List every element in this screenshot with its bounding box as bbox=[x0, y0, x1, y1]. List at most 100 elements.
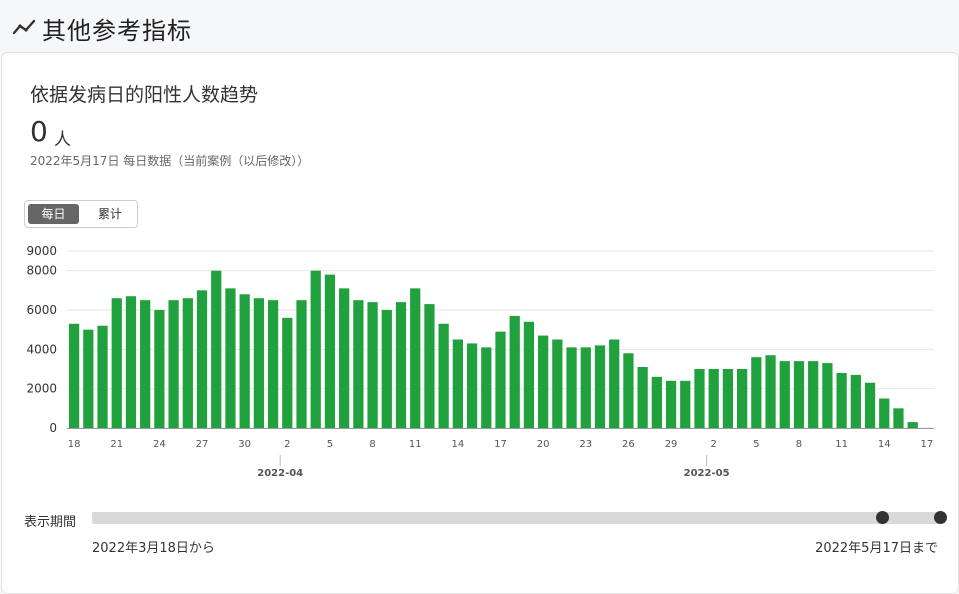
bar bbox=[367, 302, 378, 428]
x-tick-label: 24 bbox=[153, 439, 166, 450]
value-unit: 人 bbox=[54, 130, 71, 150]
x-tick-label: 8 bbox=[369, 439, 375, 450]
period-start-handle[interactable] bbox=[876, 511, 889, 524]
month-label: 2022-05 bbox=[684, 468, 730, 479]
bar bbox=[793, 361, 805, 428]
x-tick-label: 11 bbox=[409, 439, 422, 450]
bar bbox=[566, 347, 577, 428]
bar bbox=[253, 298, 264, 428]
y-tick-label: 6000 bbox=[26, 303, 57, 317]
bar bbox=[893, 408, 904, 428]
month-label: 2022-04 bbox=[257, 468, 303, 479]
x-tick-label: 27 bbox=[196, 439, 209, 450]
bar bbox=[765, 355, 776, 428]
bar bbox=[808, 361, 819, 428]
period-slider-track[interactable] bbox=[92, 512, 940, 524]
x-tick-label: 2 bbox=[284, 439, 290, 450]
bar bbox=[211, 270, 222, 428]
current-value: 0 bbox=[30, 115, 48, 148]
bar bbox=[196, 290, 208, 428]
cumulative-button[interactable]: 累计 bbox=[97, 207, 122, 221]
period-to: 2022年5月17日まで bbox=[815, 541, 938, 556]
bar bbox=[509, 315, 520, 428]
bar bbox=[907, 422, 918, 428]
bar bbox=[111, 298, 122, 428]
bar bbox=[310, 270, 321, 428]
bar bbox=[282, 317, 293, 428]
bar bbox=[722, 369, 734, 428]
bar bbox=[452, 339, 463, 428]
x-tick-label: 14 bbox=[451, 439, 464, 450]
card-title: 依据发病日的阳性人数趋势 bbox=[30, 84, 259, 106]
y-tick-label: 4000 bbox=[26, 342, 57, 356]
bar bbox=[438, 323, 449, 428]
y-tick-label: 2000 bbox=[26, 382, 57, 396]
x-tick-label: 30 bbox=[238, 439, 251, 450]
y-tick-label: 9000 bbox=[26, 244, 57, 258]
x-tick-label: 5 bbox=[753, 439, 759, 450]
bar bbox=[296, 300, 307, 428]
daily-cumulative-toggle: 每日 累计 bbox=[24, 200, 138, 228]
bar bbox=[68, 323, 80, 428]
bar bbox=[737, 369, 748, 428]
x-tick-label: 17 bbox=[921, 439, 934, 450]
x-tick-label: 23 bbox=[579, 439, 592, 450]
bar bbox=[481, 347, 492, 428]
data-note: 2022年5月17日 每日数据（当前案例（以后修改）） bbox=[30, 154, 310, 168]
period-from: 2022年3月18日から bbox=[92, 541, 215, 556]
x-tick-label: 21 bbox=[110, 439, 123, 450]
x-tick-label: 11 bbox=[835, 439, 848, 450]
bar bbox=[822, 363, 833, 428]
bar bbox=[779, 361, 790, 428]
bar bbox=[225, 288, 236, 428]
bar bbox=[324, 274, 336, 428]
x-tick-label: 14 bbox=[878, 439, 891, 450]
bar bbox=[694, 369, 705, 428]
bar bbox=[125, 296, 137, 428]
chart-card: 依据发病日的阳性人数趋势 0 人 2022年5月17日 每日数据（当前案例（以后… bbox=[1, 52, 959, 594]
y-tick-label: 0 bbox=[49, 421, 57, 435]
x-tick-label: 8 bbox=[796, 439, 802, 450]
bar bbox=[680, 380, 691, 428]
bar bbox=[637, 367, 648, 428]
bar bbox=[267, 300, 279, 428]
bar bbox=[836, 372, 847, 428]
trend-line-icon bbox=[12, 19, 36, 35]
period-end-handle[interactable] bbox=[933, 511, 947, 524]
bar bbox=[538, 335, 549, 428]
bar bbox=[623, 353, 634, 428]
bar bbox=[83, 329, 94, 428]
x-tick-label: 20 bbox=[537, 439, 550, 450]
bar bbox=[580, 347, 591, 428]
bar bbox=[410, 288, 421, 428]
y-tick-label: 8000 bbox=[26, 264, 57, 278]
bar bbox=[339, 288, 350, 428]
bar bbox=[751, 357, 762, 428]
x-tick-label: 29 bbox=[665, 439, 678, 450]
x-tick-label: 26 bbox=[622, 439, 635, 450]
x-tick-label: 18 bbox=[68, 439, 81, 450]
positive-cases-bar-chart: 0 2000 4000 6000 8000 9000 18 21 24 27 30 2 5 8 11 14 17… bbox=[26, 244, 934, 479]
period-label: 表示期間 bbox=[24, 515, 77, 530]
bar bbox=[594, 345, 606, 428]
bar bbox=[552, 339, 563, 428]
bar bbox=[651, 376, 662, 428]
bar bbox=[140, 300, 151, 428]
bar bbox=[523, 321, 535, 428]
bar bbox=[495, 331, 506, 428]
x-tick-label: 5 bbox=[327, 439, 333, 450]
bar bbox=[864, 382, 876, 428]
bar bbox=[381, 310, 392, 428]
bar bbox=[168, 300, 179, 428]
x-tick-label: 17 bbox=[494, 439, 507, 450]
x-tick-label: 2 bbox=[711, 439, 717, 450]
bar bbox=[182, 298, 193, 428]
bar bbox=[609, 339, 620, 428]
bar bbox=[850, 374, 861, 428]
bar bbox=[708, 369, 719, 428]
section-header: 其他参考指标 bbox=[0, 0, 959, 52]
bar bbox=[395, 302, 407, 428]
daily-button[interactable]: 每日 bbox=[28, 204, 79, 224]
section-title: 其他参考指标 bbox=[42, 17, 192, 45]
bar bbox=[424, 304, 435, 428]
